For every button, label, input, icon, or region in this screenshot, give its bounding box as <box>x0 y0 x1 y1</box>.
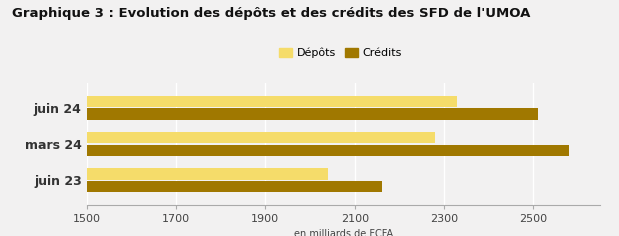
Bar <box>87 96 457 107</box>
Legend: Dépôts, Crédits: Dépôts, Crédits <box>274 43 407 63</box>
Bar <box>87 132 435 143</box>
Bar <box>87 181 381 192</box>
Bar <box>87 168 328 180</box>
Bar <box>87 144 569 156</box>
Text: Graphique 3 : Evolution des dépôts et des crédits des SFD de l'UMOA: Graphique 3 : Evolution des dépôts et de… <box>12 7 530 20</box>
Bar <box>87 108 538 120</box>
X-axis label: en milliards de FCFA: en milliards de FCFA <box>294 228 393 236</box>
